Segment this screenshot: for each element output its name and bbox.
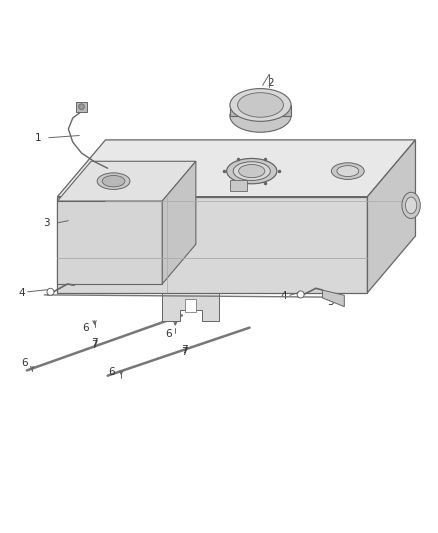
Ellipse shape xyxy=(230,88,291,122)
Polygon shape xyxy=(230,180,247,191)
Polygon shape xyxy=(57,201,162,284)
Ellipse shape xyxy=(402,192,420,219)
Text: 5: 5 xyxy=(327,297,334,308)
Text: 2: 2 xyxy=(267,78,273,88)
Text: 7: 7 xyxy=(181,346,187,357)
Text: 6: 6 xyxy=(82,322,89,333)
Text: 6: 6 xyxy=(21,358,28,368)
Ellipse shape xyxy=(237,93,283,117)
Polygon shape xyxy=(322,290,344,306)
Ellipse shape xyxy=(226,158,277,184)
Ellipse shape xyxy=(337,166,359,176)
Text: 7: 7 xyxy=(181,345,187,356)
Text: 3: 3 xyxy=(43,218,50,228)
Polygon shape xyxy=(185,299,196,312)
Ellipse shape xyxy=(230,100,291,132)
Text: 7: 7 xyxy=(91,340,98,350)
Polygon shape xyxy=(57,161,196,201)
Polygon shape xyxy=(162,161,196,284)
Ellipse shape xyxy=(239,165,265,177)
Polygon shape xyxy=(162,293,219,321)
Text: 6: 6 xyxy=(109,367,115,377)
Text: 4: 4 xyxy=(18,288,25,298)
Ellipse shape xyxy=(102,175,125,187)
Text: 4: 4 xyxy=(280,291,287,301)
Polygon shape xyxy=(76,102,87,111)
Ellipse shape xyxy=(297,291,304,298)
Ellipse shape xyxy=(406,197,417,214)
Polygon shape xyxy=(367,140,416,293)
Text: 6: 6 xyxy=(166,329,172,339)
Polygon shape xyxy=(57,197,367,293)
Ellipse shape xyxy=(79,104,84,110)
Ellipse shape xyxy=(47,288,54,295)
Text: 7: 7 xyxy=(91,338,98,348)
Ellipse shape xyxy=(332,163,364,180)
Polygon shape xyxy=(57,140,416,197)
Polygon shape xyxy=(230,105,291,116)
Ellipse shape xyxy=(233,161,270,181)
Ellipse shape xyxy=(97,173,130,189)
Text: 1: 1 xyxy=(35,133,41,143)
